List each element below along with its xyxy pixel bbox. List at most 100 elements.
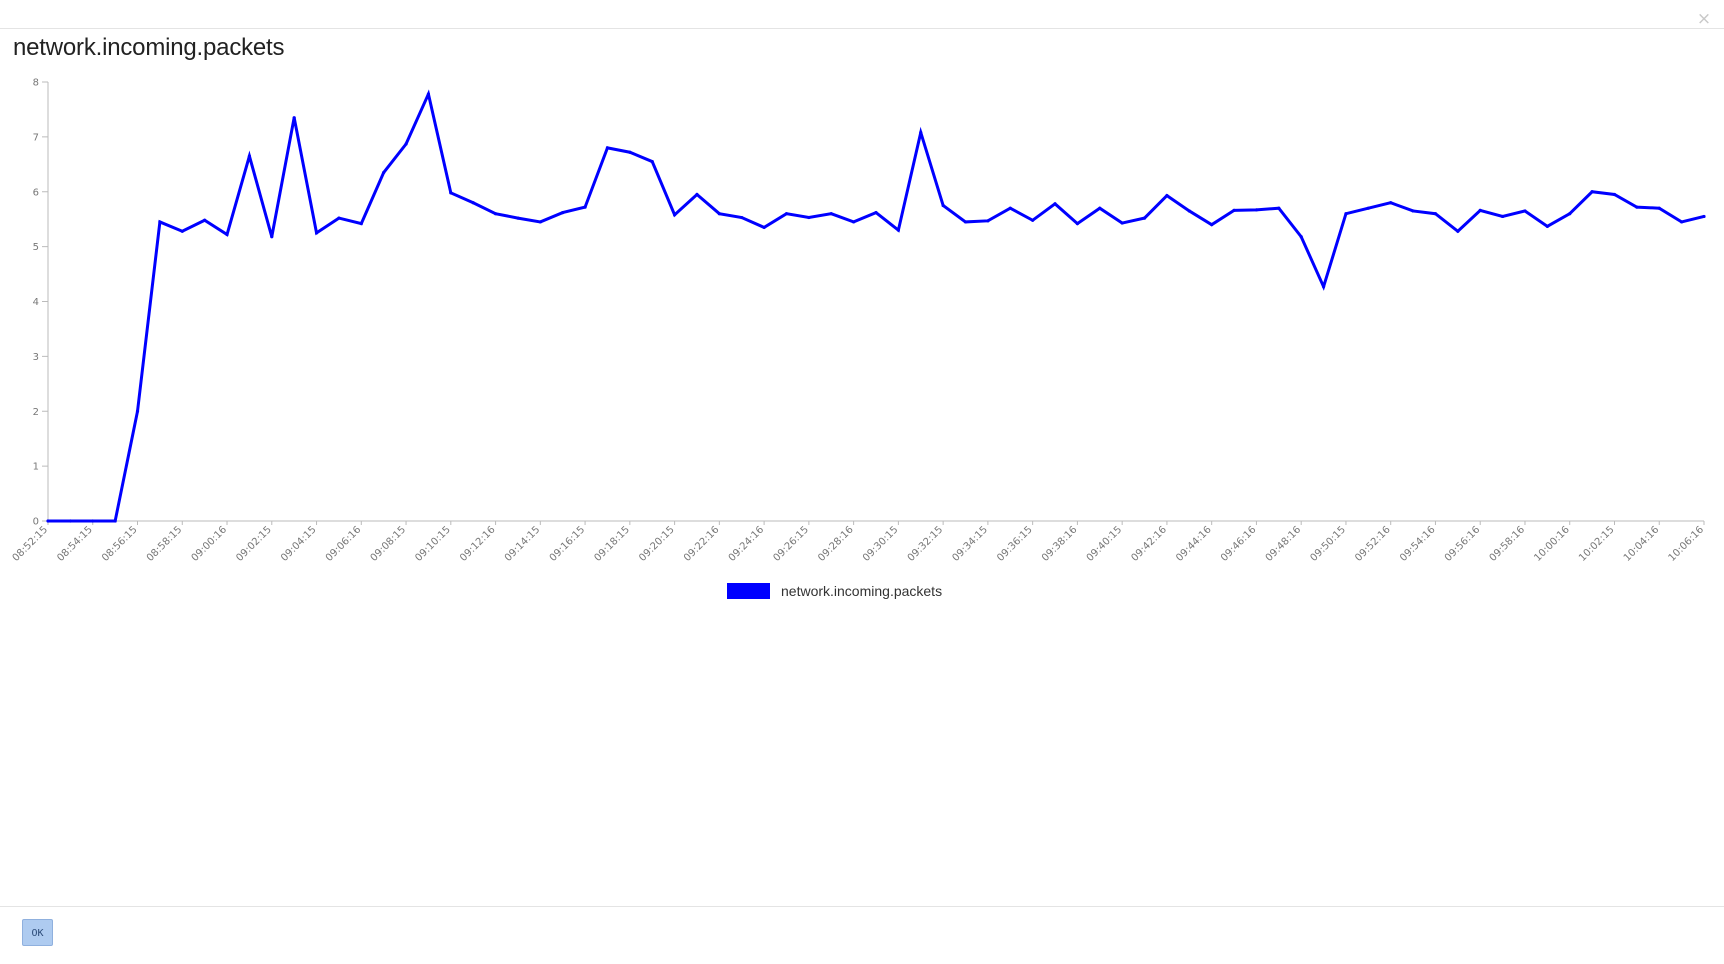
x-tick-label: 09:34:15	[950, 524, 990, 564]
data-point	[68, 519, 72, 523]
data-point	[382, 170, 386, 175]
data-point	[1411, 209, 1415, 213]
data-point	[180, 229, 184, 233]
y-tick-label: 0	[33, 517, 39, 528]
data-point	[337, 216, 341, 220]
data-point	[1299, 235, 1303, 239]
y-tick-label: 5	[33, 242, 39, 253]
data-point	[695, 192, 699, 197]
data-point	[247, 154, 252, 158]
dialog-header: ×	[0, 0, 1724, 29]
data-point	[1254, 208, 1259, 212]
data-point	[1120, 221, 1124, 225]
x-tick-label: 09:52:16	[1353, 524, 1393, 564]
data-point	[1456, 229, 1460, 233]
legend-label: network.incoming.packets	[781, 583, 943, 599]
x-tick-label: 10:00:16	[1532, 524, 1572, 564]
data-point	[1031, 218, 1035, 222]
x-tick-label: 09:16:15	[548, 524, 588, 564]
x-tick-label: 09:30:15	[861, 524, 901, 564]
data-point	[807, 215, 811, 220]
data-point	[1590, 190, 1594, 194]
data-point	[1702, 214, 1706, 219]
x-tick-label: 09:54:16	[1398, 524, 1438, 564]
data-point	[203, 218, 207, 222]
data-point	[1635, 205, 1639, 209]
data-point	[628, 150, 632, 154]
x-tick-label: 09:12:16	[458, 524, 498, 564]
x-tick-label: 09:04:15	[279, 524, 319, 564]
x-tick-label: 09:46:16	[1219, 524, 1259, 564]
close-icon[interactable]: ×	[1696, 9, 1712, 29]
chart-legend: network.incoming.packets	[727, 582, 942, 600]
data-point	[292, 116, 296, 120]
data-point	[1680, 220, 1684, 224]
data-point	[672, 213, 677, 217]
data-point	[1075, 221, 1080, 226]
data-point	[449, 191, 453, 195]
data-point	[650, 159, 654, 164]
y-tick-label: 8	[33, 78, 39, 89]
data-point	[493, 212, 498, 216]
x-tick-label: 09:28:16	[816, 524, 856, 564]
data-point	[717, 212, 721, 216]
data-point	[1612, 192, 1617, 197]
data-point	[1545, 224, 1549, 228]
x-tick-label: 08:52:15	[11, 524, 51, 564]
data-point	[426, 92, 431, 96]
series-line	[48, 89, 1705, 523]
data-point	[1187, 209, 1191, 213]
data-point	[896, 228, 900, 232]
data-point	[1277, 206, 1281, 210]
x-axis: 08:52:15 08:54:15 08:56:15 08:58:15 09:00:16…	[11, 520, 1707, 564]
data-point	[1500, 214, 1505, 219]
x-tick-label: 10:06:16	[1667, 524, 1707, 564]
data-point	[404, 142, 408, 146]
data-point	[1657, 206, 1661, 210]
data-point	[1321, 285, 1326, 289]
legend-swatch	[727, 583, 770, 599]
x-tick-label: 09:02:15	[234, 524, 274, 564]
data-point	[1478, 208, 1482, 213]
data-point	[1433, 212, 1438, 216]
dialog-footer: OK	[0, 906, 1724, 964]
x-tick-label: 10:02:15	[1577, 524, 1617, 564]
data-point	[605, 146, 610, 150]
data-point	[516, 216, 520, 220]
data-point	[113, 519, 117, 523]
data-point	[471, 201, 475, 205]
data-point	[1142, 216, 1147, 220]
x-tick-label: 09:06:16	[324, 524, 364, 564]
x-tick-label: 09:42:16	[1129, 524, 1169, 564]
data-point	[1008, 206, 1012, 210]
data-point	[583, 205, 587, 209]
x-tick-label: 09:00:16	[190, 524, 230, 564]
data-point	[46, 519, 50, 523]
data-point	[829, 212, 833, 216]
data-point	[1210, 223, 1214, 227]
x-tick-label: 09:36:15	[995, 524, 1035, 564]
y-tick-label: 6	[33, 187, 39, 198]
y-tick-label: 1	[33, 462, 39, 473]
data-point	[225, 232, 229, 237]
x-tick-label: 09:44:16	[1174, 524, 1214, 564]
data-point	[1232, 208, 1236, 213]
x-tick-label: 09:58:16	[1488, 524, 1528, 564]
x-tick-label: 09:40:15	[1085, 524, 1125, 564]
x-tick-label: 09:08:15	[369, 524, 409, 564]
x-tick-label: 09:18:15	[592, 524, 632, 564]
ok-button[interactable]: OK	[22, 919, 53, 946]
data-point	[1053, 202, 1057, 206]
data-point	[135, 409, 140, 413]
y-tick-label: 2	[33, 407, 39, 418]
line-chart: 0 1 2 3 4 5 6 7 8 08:52:15 08:54:15 08:56:15 08:58:…	[11, 78, 1707, 564]
data-point	[1098, 206, 1102, 210]
data-point	[91, 519, 95, 523]
data-point	[359, 221, 363, 226]
data-point	[1389, 201, 1393, 205]
data-point	[561, 211, 565, 215]
data-point	[784, 212, 789, 216]
x-tick-label: 09:26:15	[771, 524, 811, 564]
series-group	[46, 89, 1706, 523]
